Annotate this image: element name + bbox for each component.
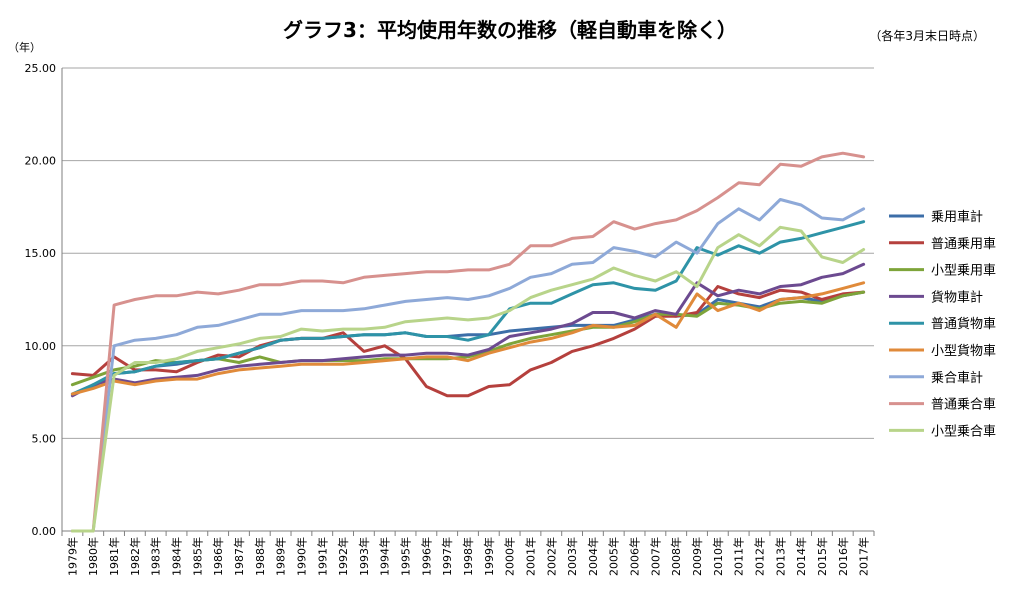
x-tick-label: 1999年 [482,537,496,576]
x-tick-label: 1990年 [294,537,308,576]
x-tick-label: 1994年 [378,537,392,576]
x-tick-label: 2012年 [752,537,766,576]
series-line-6 [70,281,866,396]
x-tick-label: 2011年 [732,537,746,576]
x-tick-label: 1992年 [336,537,350,576]
series-line-4 [70,262,866,398]
legend-label: 普通貨物車 [931,316,996,332]
legend-label: 乗用車計 [931,209,983,225]
legend-label: 貨物車計 [931,289,983,305]
x-tick-label: 1980年 [86,537,100,576]
series-line-8 [70,151,866,533]
y-tick-label: 20.00 [25,155,57,168]
y-axis-unit-label: （年） [8,40,41,54]
x-tick-label: 2007年 [648,537,662,576]
x-tick-label: 1989年 [274,537,288,576]
x-tick-label: 2002年 [544,537,558,576]
x-tick-label: 2013年 [773,537,787,576]
x-tick-label: 1996年 [419,537,433,576]
legend-label: 小型貨物車 [931,343,996,359]
x-tick-label: 1979年 [65,537,79,576]
series-layer [70,151,866,533]
x-tick-label: 2001年 [523,537,537,576]
series-line-5 [70,220,866,396]
x-tick-label: 1991年 [315,537,329,576]
x-tick-label: 1988年 [253,537,267,576]
x-tick-label: 2006年 [628,537,642,576]
x-tick-label: 2016年 [836,537,850,576]
y-tick-label: 10.00 [25,340,57,353]
y-tick-label: 0.00 [32,525,57,538]
x-tick-label: 1998年 [461,537,475,576]
x-tick-label: 1982年 [128,537,142,576]
x-tick-label: 2008年 [669,537,683,576]
x-tick-label: 2005年 [607,537,621,576]
series-line-7 [70,198,866,533]
y-tick-label: 15.00 [25,247,57,260]
x-tick-label: 2009年 [690,537,704,576]
legend-label: 乗合車計 [931,370,983,386]
x-tick-label: 1984年 [170,537,184,576]
chart-note: （各年3月末日時点） [869,28,985,43]
x-tick-label: 1995年 [399,537,413,576]
legend-label: 小型乗用車 [931,264,996,279]
x-tick-label: 2017年 [857,537,871,576]
x-tick-label: 2004年 [586,537,600,576]
x-tick-label: 1983年 [149,537,163,576]
x-tick-label: 1985年 [190,537,204,576]
x-tick-label: 2000年 [503,537,517,576]
series-line-9 [70,225,866,533]
chart-title: グラフ3：平均使用年数の推移（軽自動車を除く） [283,18,737,42]
x-tick-label: 1986年 [211,537,225,576]
x-tick-label: 2015年 [815,537,829,576]
grid-layer [62,67,874,439]
y-tick-label: 5.00 [32,432,57,445]
legend-label: 普通乗用車 [931,237,996,252]
x-tick-label: 2003年 [565,537,579,576]
x-tick-label: 2014年 [794,537,808,576]
legend-label: 普通乗合車 [931,398,996,413]
x-tick-label: 1981年 [107,537,121,576]
x-tick-label: 1993年 [357,537,371,576]
legend-label: 小型乗合車 [931,424,996,439]
legend: 乗用車計普通乗用車小型乗用車貨物車計普通貨物車小型貨物車乗合車計普通乗合車小型乗… [889,209,996,439]
x-tick-label: 1987年 [232,537,246,576]
y-tick-label: 25.00 [25,62,57,75]
axis-layer: 0.00 5.00 10.00 15.00 20.00 25.00 1979年 1980年 19… [25,62,875,576]
x-tick-label: 2010年 [711,537,725,576]
x-tick-label: 1997年 [440,537,454,576]
